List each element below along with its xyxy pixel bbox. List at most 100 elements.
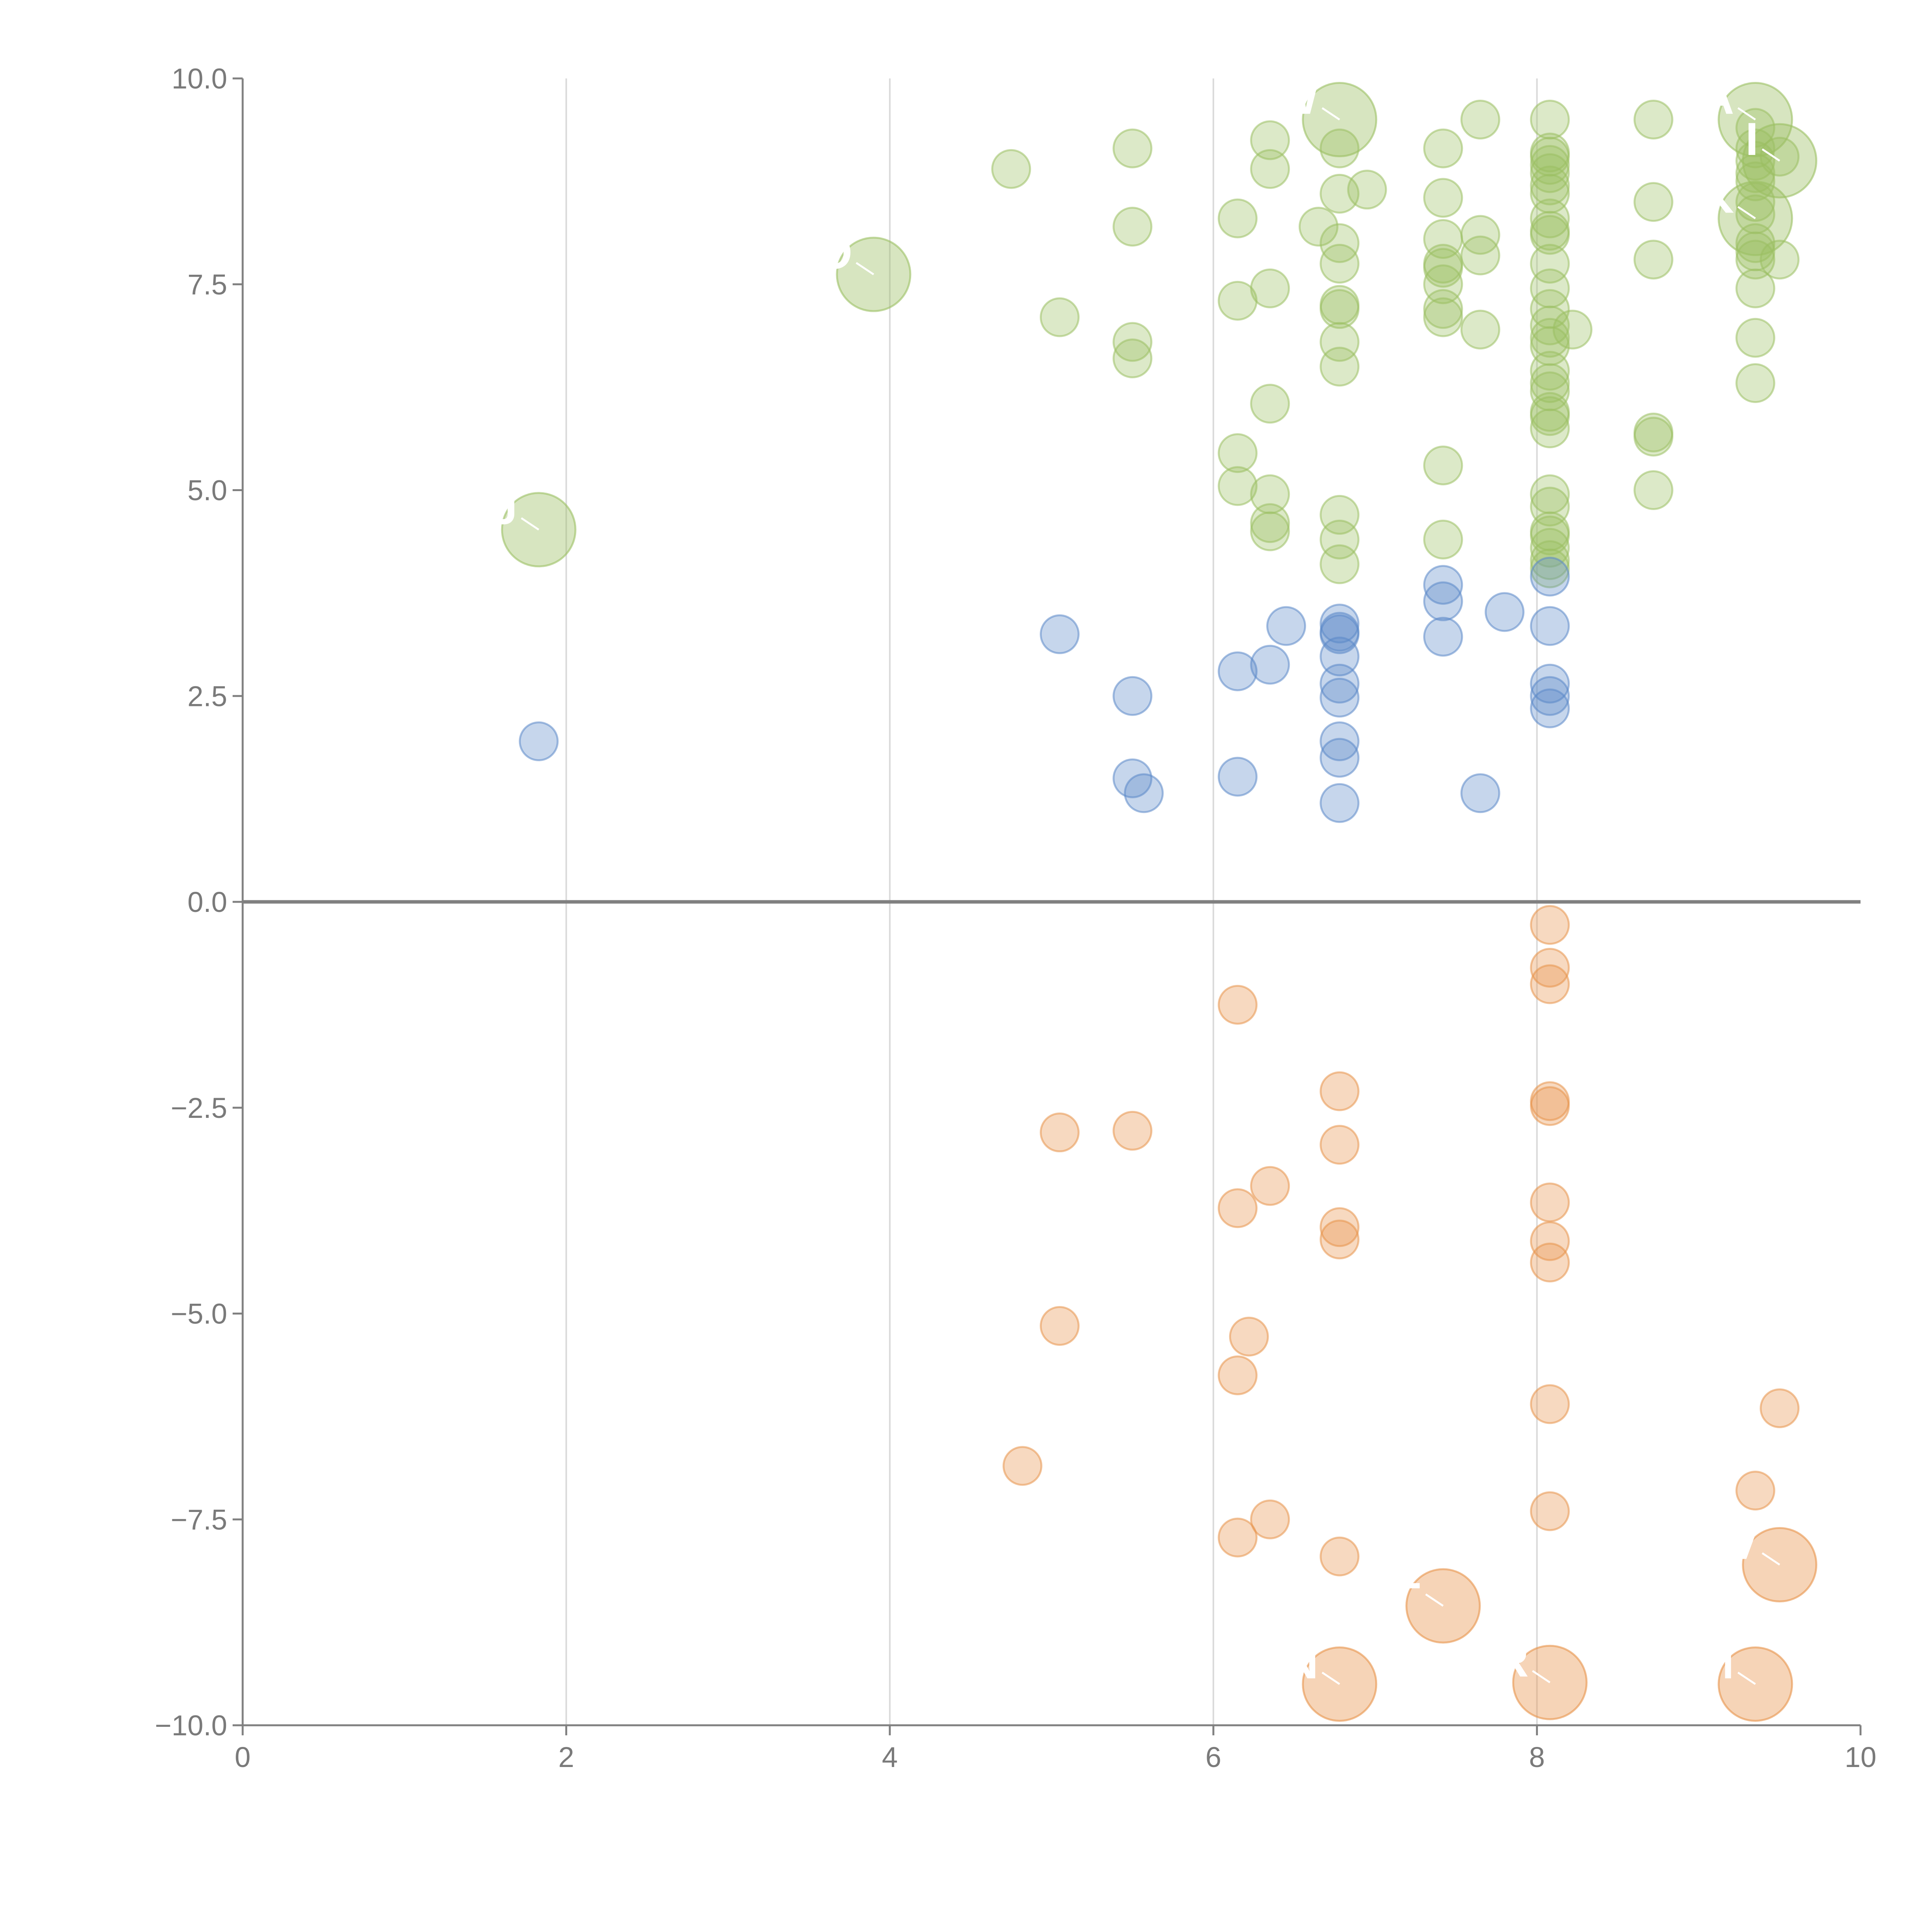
green-point bbox=[1633, 417, 1673, 457]
green-point bbox=[1320, 243, 1360, 284]
blue-point bbox=[1266, 606, 1306, 646]
green-point bbox=[1039, 297, 1080, 337]
green-point bbox=[1320, 322, 1360, 362]
green-point bbox=[1423, 289, 1463, 329]
orange-point bbox=[1530, 947, 1570, 988]
green-point bbox=[1423, 519, 1463, 560]
blue-point bbox=[1039, 614, 1080, 654]
blue-point bbox=[1530, 676, 1570, 716]
bubble-leader-line bbox=[1762, 148, 1781, 162]
green-point bbox=[1530, 540, 1570, 580]
y-tick-label: −7.5 bbox=[171, 1503, 227, 1536]
bubble-leader-line bbox=[520, 517, 539, 531]
bubble-label: I bbox=[1745, 113, 1758, 165]
green-point bbox=[1423, 297, 1463, 337]
axes bbox=[233, 77, 1862, 1735]
green-point bbox=[1530, 363, 1570, 403]
bubble-label: N bbox=[1285, 1636, 1318, 1688]
orange-point bbox=[1530, 1221, 1570, 1261]
bubble-leader-line bbox=[1762, 1552, 1781, 1566]
y-tick-label: 7.5 bbox=[187, 269, 227, 301]
green-point bbox=[1320, 495, 1360, 535]
data-points bbox=[519, 100, 1800, 1577]
bubble-label: R bbox=[1495, 1635, 1529, 1687]
y-tick-label: −10.0 bbox=[155, 1709, 227, 1742]
x-tick-label: 10 bbox=[1845, 1741, 1876, 1773]
orange-point bbox=[1320, 1071, 1360, 1111]
y-tick-label: −2.5 bbox=[171, 1092, 227, 1124]
x-tick-label: 0 bbox=[235, 1741, 250, 1773]
blue-point bbox=[1320, 604, 1360, 644]
green-point bbox=[1530, 198, 1570, 238]
bubble-leader-line bbox=[1321, 1672, 1340, 1685]
blue-point bbox=[1423, 565, 1463, 605]
bubble-label: K bbox=[1701, 171, 1734, 223]
green-point bbox=[1250, 268, 1290, 308]
blue-point bbox=[1530, 606, 1570, 646]
orange-point bbox=[1218, 985, 1258, 1025]
green-point bbox=[1112, 338, 1153, 379]
orange-point bbox=[1530, 1242, 1570, 1282]
green-point bbox=[1530, 486, 1570, 527]
orange-point bbox=[1218, 1517, 1258, 1558]
green-point bbox=[1735, 128, 1776, 168]
bubble-label: F bbox=[1393, 1558, 1422, 1610]
blue-point bbox=[1112, 676, 1153, 716]
green-point bbox=[1530, 396, 1570, 436]
bubble-label: M bbox=[1696, 1636, 1734, 1688]
blue-point bbox=[1530, 663, 1570, 704]
green-point bbox=[1250, 511, 1290, 551]
green-point bbox=[1735, 108, 1776, 148]
green-point bbox=[991, 149, 1031, 189]
bubble-leader-line bbox=[1737, 206, 1756, 219]
orange-point bbox=[1320, 1219, 1360, 1260]
green-point bbox=[1460, 235, 1500, 276]
blue-point bbox=[1320, 783, 1360, 823]
green-point bbox=[1633, 240, 1673, 280]
orange-point bbox=[1039, 1306, 1080, 1346]
green-point bbox=[1530, 243, 1570, 284]
orange-point bbox=[1320, 1207, 1360, 1247]
green-point bbox=[1320, 128, 1360, 168]
green-point bbox=[1735, 363, 1776, 403]
y-tick-label: 10.0 bbox=[172, 63, 227, 95]
y-tick-label: 0.0 bbox=[187, 886, 227, 918]
green-point bbox=[1423, 128, 1463, 168]
green-point bbox=[1460, 215, 1500, 255]
bubble-label: V bbox=[1728, 1517, 1759, 1569]
blue-point bbox=[1530, 556, 1570, 597]
green-point bbox=[1633, 470, 1673, 510]
green-point bbox=[1320, 347, 1360, 387]
bubble-label: J bbox=[492, 482, 517, 534]
blue-point bbox=[1320, 614, 1360, 654]
blue-point bbox=[1320, 663, 1360, 704]
tick-labels: −10.0 −7.5 −5.0 −2.5 0.0 2.5 5.0 7.5 10.0 0 2 4 6 8 10 bbox=[155, 63, 1876, 1773]
x-tick-label: 4 bbox=[882, 1741, 898, 1773]
blue-point bbox=[1485, 592, 1525, 632]
green-point bbox=[1218, 466, 1258, 506]
green-point bbox=[1460, 100, 1500, 140]
blue-point bbox=[519, 721, 559, 761]
bubble-leader-line bbox=[1737, 107, 1756, 121]
y-tick-label: 2.5 bbox=[187, 680, 227, 712]
green-point bbox=[1460, 310, 1500, 350]
orange-point bbox=[1250, 1499, 1290, 1539]
green-point bbox=[1530, 165, 1570, 206]
bubble-label: O bbox=[816, 227, 852, 279]
green-point bbox=[1553, 310, 1593, 350]
orange-point bbox=[1229, 1316, 1269, 1357]
green-point bbox=[1530, 351, 1570, 391]
green-point bbox=[1735, 318, 1776, 358]
green-point bbox=[1530, 145, 1570, 185]
orange-point bbox=[1320, 1536, 1360, 1577]
orange-point bbox=[1530, 1384, 1570, 1424]
bubble-leader-line bbox=[1532, 1670, 1551, 1684]
labeled-bubbles: J O W AIK F V N R M bbox=[492, 72, 1818, 1722]
green-point bbox=[1735, 268, 1776, 308]
green-point bbox=[1633, 100, 1673, 140]
blue-point bbox=[1250, 645, 1290, 685]
green-point bbox=[1347, 170, 1387, 210]
green-point bbox=[1530, 318, 1570, 358]
green-point bbox=[1735, 223, 1776, 263]
